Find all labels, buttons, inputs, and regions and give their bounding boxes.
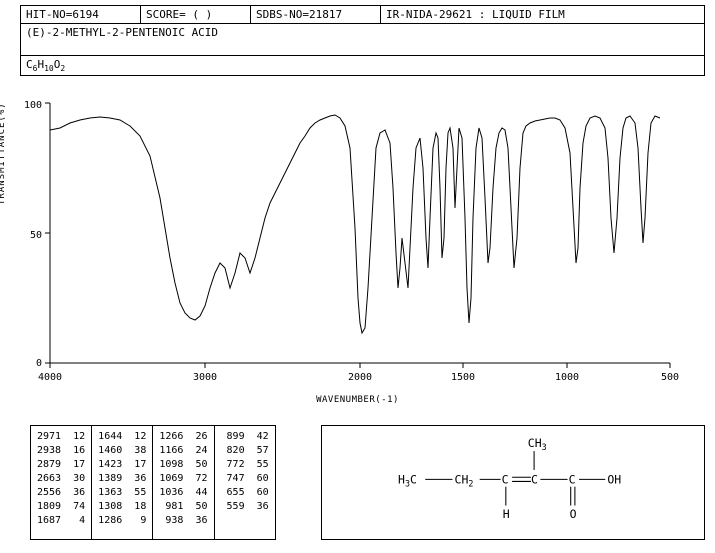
peak-cell: 1460 38	[98, 444, 146, 458]
spectrum-line	[50, 115, 660, 333]
score-cell: SCORE= ( )	[141, 6, 251, 23]
structure-diagram: CH3 H3C CH2 C C C OH H O	[321, 425, 705, 540]
peak-cell: 1687 4	[37, 514, 85, 528]
formula-h-sub: 10	[44, 64, 54, 73]
peak-cell: 1166 24	[159, 444, 207, 458]
c-center: C	[531, 473, 538, 487]
peak-cell: 1809 74	[37, 500, 85, 514]
peak-cell: 2971 12	[37, 430, 85, 444]
formula-o-sub: 2	[60, 64, 65, 73]
structure-svg: CH3 H3C CH2 C C C OH H O	[322, 426, 704, 539]
spectrum-svg: 100 50 0 4000 3000 2000 1500 1000 500	[10, 88, 705, 398]
peak-column: 899 42 820 57 772 55 747 60 655 60 559 3…	[215, 426, 275, 539]
hit-no-cell: HIT-NO=6194	[21, 6, 141, 23]
peak-cell: 1423 17	[98, 458, 146, 472]
peak-column: 1266 261166 241098 501069 721036 44 981 …	[153, 426, 214, 539]
x-tick-label-1500: 1500	[451, 372, 475, 383]
compound-name-cell: (E)-2-METHYL-2-PENTENOIC ACID	[20, 24, 705, 56]
ch2: CH2	[454, 473, 473, 489]
peak-cell: 1266 26	[159, 430, 207, 444]
x-tick-label-4000: 4000	[38, 372, 62, 383]
peak-column: 2971 122938 162879 172663 302556 361809 …	[31, 426, 92, 539]
oh: OH	[607, 473, 621, 487]
peak-table: 2971 122938 162879 172663 302556 361809 …	[30, 425, 276, 540]
peak-cell: 2938 16	[37, 444, 85, 458]
y-tick-label-100: 100	[24, 100, 42, 111]
peak-cell: 1644 12	[98, 430, 146, 444]
peak-column: 1644 121460 381423 171389 361363 551308 …	[92, 426, 153, 539]
peak-cell: 2556 36	[37, 486, 85, 500]
sdbs-no-cell: SDBS-NO=21817	[251, 6, 381, 23]
peak-cell: 981 50	[159, 500, 207, 514]
x-tick-label-1000: 1000	[555, 372, 579, 383]
peak-cell: 938 36	[159, 514, 207, 528]
peak-cell	[221, 514, 269, 528]
peak-cell: 1036 44	[159, 486, 207, 500]
o-double: O	[569, 507, 576, 521]
formula-cell: C6H10O2	[20, 56, 705, 76]
h-bottom: H	[502, 507, 509, 521]
data-section: 2971 122938 162879 172663 302556 361809 …	[30, 425, 705, 540]
peak-cell: 1308 18	[98, 500, 146, 514]
peak-cell: 559 36	[221, 500, 269, 514]
y-tick-label-50: 50	[30, 230, 42, 241]
header-row-1: HIT-NO=6194 SCORE= ( ) SDBS-NO=21817 IR-…	[20, 5, 705, 24]
peak-cell: 820 57	[221, 444, 269, 458]
h3c: H3C	[398, 473, 417, 489]
peak-cell: 2663 30	[37, 472, 85, 486]
peak-cell: 655 60	[221, 486, 269, 500]
y-axis-label: TRANSMITTANCE(%)	[0, 102, 7, 205]
formula-c: C	[26, 58, 33, 71]
ch3-top: CH3	[527, 436, 546, 452]
peak-cell: 1069 72	[159, 472, 207, 486]
peak-cell: 1286 9	[98, 514, 146, 528]
peak-cell: 2879 17	[37, 458, 85, 472]
x-tick-label-2000: 2000	[348, 372, 372, 383]
peak-cell: 747 60	[221, 472, 269, 486]
ir-info-cell: IR-NIDA-29621 : LIQUID FILM	[381, 6, 704, 23]
x-axis-label: WAVENUMBER(-1)	[316, 395, 399, 405]
peak-cell: 899 42	[221, 430, 269, 444]
c-right: C	[568, 473, 575, 487]
x-tick-label-500: 500	[661, 372, 679, 383]
y-tick-label-0: 0	[36, 358, 42, 369]
c-h: C	[501, 473, 508, 487]
header-section: HIT-NO=6194 SCORE= ( ) SDBS-NO=21817 IR-…	[20, 5, 705, 76]
spectrum-chart: 100 50 0 4000 3000 2000 1500 1000 500	[10, 88, 705, 398]
x-tick-label-3000: 3000	[193, 372, 217, 383]
peak-cell: 1098 50	[159, 458, 207, 472]
peak-cell: 772 55	[221, 458, 269, 472]
peak-cell: 1389 36	[98, 472, 146, 486]
peak-cell: 1363 55	[98, 486, 146, 500]
